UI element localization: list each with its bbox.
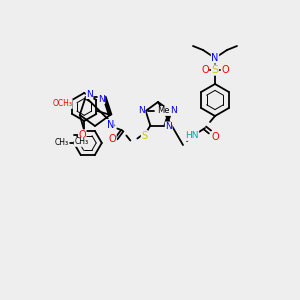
Text: N: N [98, 94, 105, 103]
Text: O: O [211, 132, 219, 142]
Text: OCH₃: OCH₃ [52, 99, 72, 108]
Text: S: S [141, 130, 147, 140]
Text: N: N [107, 119, 114, 130]
Text: N: N [138, 106, 145, 116]
Text: N: N [165, 122, 172, 131]
Text: N: N [170, 106, 177, 116]
Text: HN: HN [185, 131, 199, 140]
Text: O: O [78, 130, 86, 140]
Text: S: S [212, 65, 219, 75]
Text: N: N [86, 90, 93, 99]
Text: Me: Me [158, 106, 170, 116]
Text: O: O [221, 65, 229, 75]
Text: CH₃: CH₃ [74, 137, 88, 146]
Text: CH₃: CH₃ [55, 138, 69, 147]
Text: O: O [109, 134, 116, 143]
Text: N: N [211, 53, 219, 63]
Text: O: O [201, 65, 209, 75]
